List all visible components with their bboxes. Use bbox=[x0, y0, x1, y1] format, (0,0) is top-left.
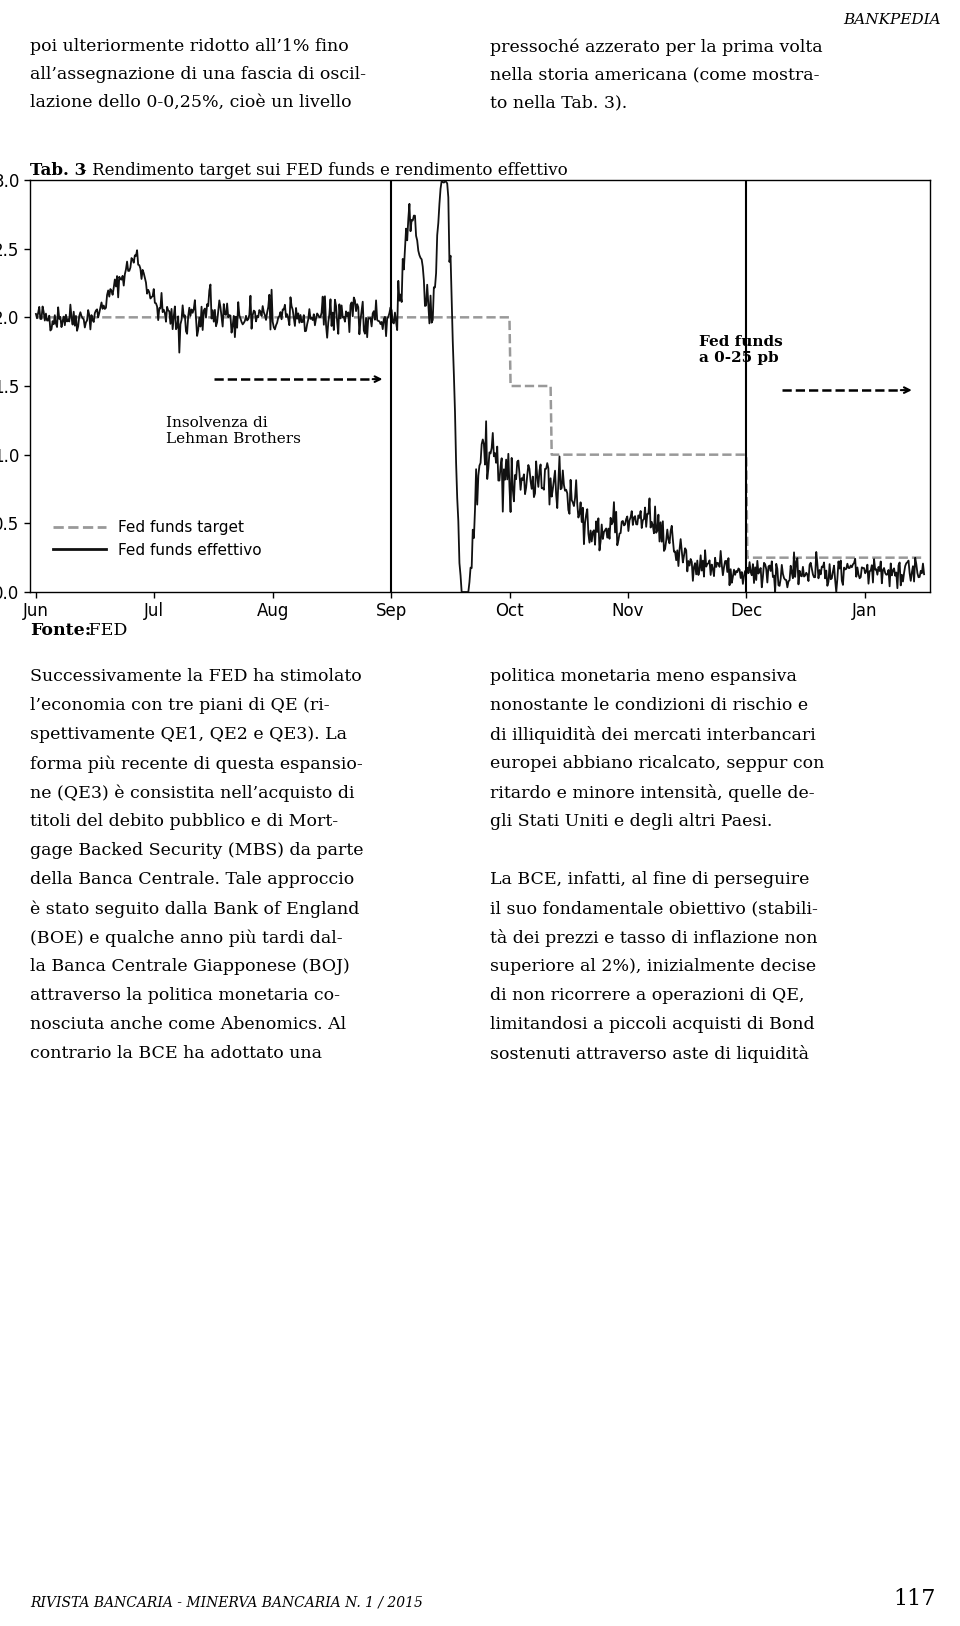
Text: lazione dello 0-0,25%, cioè un livello: lazione dello 0-0,25%, cioè un livello bbox=[30, 94, 351, 111]
Text: La BCE, infatti, al fine di perseguire: La BCE, infatti, al fine di perseguire bbox=[490, 872, 809, 888]
Text: di non ricorrere a operazioni di QE,: di non ricorrere a operazioni di QE, bbox=[490, 987, 804, 1003]
Text: Fonte:: Fonte: bbox=[30, 623, 91, 639]
Text: gage Backed Security (MBS) da parte: gage Backed Security (MBS) da parte bbox=[30, 842, 363, 859]
Text: 117: 117 bbox=[894, 1587, 936, 1610]
Text: RIVISTA BANCARIA - MINERVA BANCARIA N. 1 / 2015: RIVISTA BANCARIA - MINERVA BANCARIA N. 1… bbox=[30, 1595, 422, 1610]
Text: l’economia con tre piani di QE (ri-: l’economia con tre piani di QE (ri- bbox=[30, 698, 329, 714]
Text: sostenuti attraverso aste di liquidità: sostenuti attraverso aste di liquidità bbox=[490, 1046, 808, 1063]
Text: nonostante le condizioni di rischio e: nonostante le condizioni di rischio e bbox=[490, 698, 807, 714]
Text: - Rendimento target sui FED funds e rendimento effettivo: - Rendimento target sui FED funds e rend… bbox=[76, 163, 567, 179]
Text: ne (QE3) è consistita nell’acquisto di: ne (QE3) è consistita nell’acquisto di bbox=[30, 784, 354, 802]
Text: ritardo e minore intensità, quelle de-: ritardo e minore intensità, quelle de- bbox=[490, 784, 814, 802]
Text: europei abbiano ricalcato, seppur con: europei abbiano ricalcato, seppur con bbox=[490, 754, 824, 772]
Text: poi ulteriormente ridotto all’1% fino: poi ulteriormente ridotto all’1% fino bbox=[30, 37, 348, 55]
Text: titoli del debito pubblico e di Mort-: titoli del debito pubblico e di Mort- bbox=[30, 813, 338, 829]
Text: della Banca Centrale. Tale approccio: della Banca Centrale. Tale approccio bbox=[30, 872, 354, 888]
Text: contrario la BCE ha adottato una: contrario la BCE ha adottato una bbox=[30, 1046, 322, 1062]
Text: nella storia americana (come mostra-: nella storia americana (come mostra- bbox=[490, 67, 819, 83]
Text: BANKPEDIA: BANKPEDIA bbox=[843, 13, 941, 28]
Text: pressoché azzerato per la prima volta: pressoché azzerato per la prima volta bbox=[490, 37, 822, 55]
Text: Fed funds
a 0-25 pb: Fed funds a 0-25 pb bbox=[699, 335, 782, 366]
Text: to nella Tab. 3).: to nella Tab. 3). bbox=[490, 94, 627, 111]
Text: nosciuta anche come Abenomics. Al: nosciuta anche come Abenomics. Al bbox=[30, 1016, 346, 1033]
Text: la Banca Centrale Giapponese (BOJ): la Banca Centrale Giapponese (BOJ) bbox=[30, 958, 349, 976]
Text: limitandosi a piccoli acquisti di Bond: limitandosi a piccoli acquisti di Bond bbox=[490, 1016, 814, 1033]
Text: politica monetaria meno espansiva: politica monetaria meno espansiva bbox=[490, 668, 797, 685]
Text: Insolvenza di
Lehman Brothers: Insolvenza di Lehman Brothers bbox=[166, 416, 301, 447]
Text: attraverso la politica monetaria co-: attraverso la politica monetaria co- bbox=[30, 987, 340, 1003]
Legend: Fed funds target, Fed funds effettivo: Fed funds target, Fed funds effettivo bbox=[47, 514, 268, 564]
Text: all’assegnazione di una fascia di oscil-: all’assegnazione di una fascia di oscil- bbox=[30, 67, 366, 83]
Text: tà dei prezzi e tasso di inflazione non: tà dei prezzi e tasso di inflazione non bbox=[490, 928, 817, 946]
Text: è stato seguito dalla Bank of England: è stato seguito dalla Bank of England bbox=[30, 901, 359, 917]
Text: gli Stati Uniti e degli altri Paesi.: gli Stati Uniti e degli altri Paesi. bbox=[490, 813, 772, 829]
Text: FED: FED bbox=[83, 623, 127, 639]
Text: Successivamente la FED ha stimolato: Successivamente la FED ha stimolato bbox=[30, 668, 362, 685]
Text: Tab. 3: Tab. 3 bbox=[30, 163, 86, 179]
Text: (BOE) e qualche anno più tardi dal-: (BOE) e qualche anno più tardi dal- bbox=[30, 928, 343, 946]
Text: di illiquidità dei mercati interbancari: di illiquidità dei mercati interbancari bbox=[490, 725, 815, 745]
Text: il suo fondamentale obiettivo (stabili-: il suo fondamentale obiettivo (stabili- bbox=[490, 901, 818, 917]
Text: spettivamente QE1, QE2 e QE3). La: spettivamente QE1, QE2 e QE3). La bbox=[30, 725, 347, 743]
Text: superiore al 2%), inizialmente decise: superiore al 2%), inizialmente decise bbox=[490, 958, 816, 976]
Text: forma più recente di questa espansio-: forma più recente di questa espansio- bbox=[30, 754, 363, 772]
